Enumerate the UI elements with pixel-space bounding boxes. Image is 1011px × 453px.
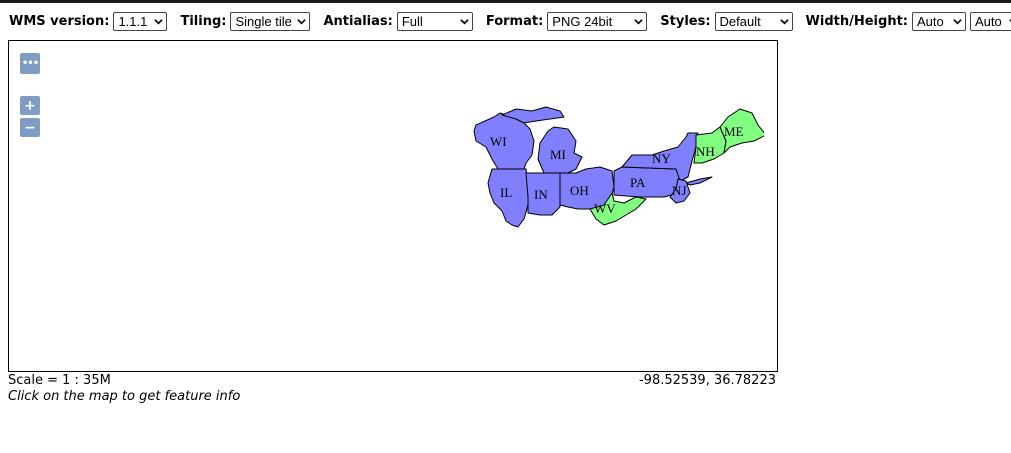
width-value: Auto — [917, 13, 944, 29]
state-mi-upper[interactable] — [501, 106, 565, 124]
minus-icon: − — [24, 119, 36, 136]
state-mi[interactable] — [537, 126, 583, 174]
state-label-wv: WV — [594, 201, 616, 216]
antialias-label: Antialias: — [323, 13, 393, 29]
width-select[interactable]: Auto — [912, 11, 966, 31]
wms-version-select[interactable]: 1.1.1 — [113, 11, 168, 31]
styles-select[interactable]: Default — [714, 11, 793, 31]
format-select[interactable]: PNG 24bit — [547, 11, 648, 31]
format-label: Format: — [485, 13, 544, 29]
feature-info-hint: Click on the map to get feature info — [8, 389, 241, 404]
chevron-down-icon — [953, 18, 962, 24]
height-select[interactable]: Auto — [970, 11, 1011, 31]
wms-version-value: 1.1.1 — [118, 13, 148, 29]
state-label-ny: NY — [652, 151, 671, 166]
state-me[interactable] — [719, 108, 764, 154]
tiling-value: Single tile — [235, 13, 292, 29]
states-layer[interactable]: WI MI IL IN OH PA NY NJ WV NH ME — [464, 97, 764, 287]
width-height-label: Width/Height: — [805, 13, 908, 29]
styles-value: Default — [719, 13, 761, 29]
wms-version-group: WMS version: 1.1.1 — [9, 11, 168, 31]
zoom-out-button[interactable]: − — [20, 118, 40, 137]
cursor-coordinates: -98.52539, 36.78223 — [638, 373, 776, 388]
plus-icon: + — [24, 97, 36, 114]
antialias-value: Full — [401, 13, 423, 29]
state-pa[interactable] — [613, 166, 681, 198]
state-label-nj: NJ — [672, 183, 686, 198]
chevron-down-icon — [297, 18, 307, 24]
state-label-mi: MI — [550, 147, 566, 162]
chevron-down-icon — [779, 18, 789, 24]
height-value: Auto — [975, 13, 1002, 29]
scale-readout: Scale = 1 : 35M — [8, 373, 111, 388]
styles-group: Styles: Default — [660, 11, 793, 31]
state-label-in: IN — [534, 187, 548, 202]
options-toolbar: WMS version: 1.1.1 Tiling: Single tile A… — [9, 11, 1011, 31]
format-group: Format: PNG 24bit — [485, 11, 648, 31]
more-icon: ••• — [21, 58, 39, 69]
tiling-group: Tiling: Single tile — [180, 11, 311, 31]
styles-label: Styles: — [660, 13, 711, 29]
state-label-pa: PA — [630, 175, 646, 190]
width-height-group: Width/Height: Auto Auto — [805, 11, 1011, 31]
wms-version-label: WMS version: — [9, 13, 110, 29]
layer-switcher-button[interactable]: ••• — [20, 53, 40, 74]
state-wv[interactable] — [589, 192, 647, 226]
top-border — [0, 0, 1011, 3]
state-ny-li[interactable] — [685, 176, 713, 186]
format-value: PNG 24bit — [552, 13, 613, 29]
state-label-wi: WI — [490, 134, 507, 149]
antialias-select[interactable]: Full — [396, 11, 473, 31]
state-label-oh: OH — [570, 183, 589, 198]
chevron-down-icon — [460, 18, 469, 24]
state-label-nh: NH — [696, 144, 715, 159]
map-viewport[interactable]: ••• + − — [8, 40, 778, 372]
state-nh[interactable] — [693, 126, 727, 164]
antialias-group: Antialias: Full — [323, 11, 473, 31]
tiling-label: Tiling: — [180, 13, 227, 29]
zoom-in-button[interactable]: + — [20, 96, 40, 115]
state-nj[interactable] — [669, 178, 691, 204]
state-label-me: ME — [724, 124, 744, 139]
chevron-down-icon — [154, 18, 164, 24]
chevron-down-icon — [634, 18, 643, 24]
tiling-select[interactable]: Single tile — [230, 11, 311, 31]
state-label-il: IL — [500, 185, 512, 200]
